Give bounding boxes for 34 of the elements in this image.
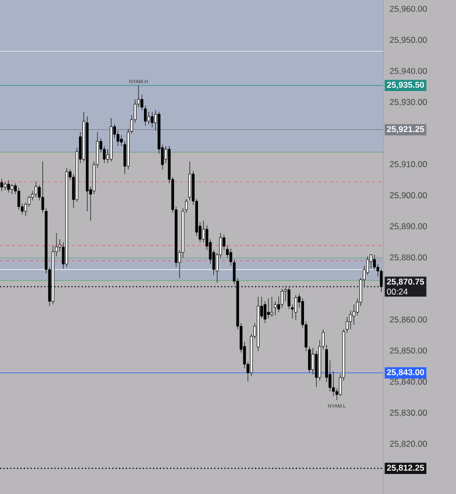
candlestick	[267, 298, 270, 319]
y-tick-label: 25,890.00	[390, 223, 427, 230]
candlestick	[294, 294, 298, 320]
y-tick-label: 25,860.00	[390, 316, 427, 324]
candlestick	[147, 112, 150, 125]
candlestick	[10, 184, 14, 194]
candlestick	[380, 268, 383, 292]
candlestick	[7, 180, 10, 193]
y-tick-label: 25,880.00	[390, 254, 427, 262]
y-tick-label: 25,840.00	[390, 378, 427, 386]
text: 00:24	[387, 288, 408, 295]
candlestick	[270, 296, 274, 318]
y-tick-label: 25,950.00	[390, 36, 427, 44]
y-tick-label: 25,910.00	[390, 161, 427, 168]
y-tick-label: 25,930.00	[390, 99, 427, 106]
y-tick-label: 25,830.00	[390, 410, 427, 417]
ref-line-label: 25,870.75	[387, 278, 424, 286]
candlestick	[280, 288, 284, 308]
y-tick-label: 25,900.00	[390, 192, 427, 200]
y-tick-label: 25,940.00	[390, 68, 427, 75]
candlestick	[150, 112, 154, 128]
candlestick	[0, 178, 4, 192]
y-tick-label: 25,850.00	[390, 348, 427, 355]
ref-line-label: 25,935.50	[387, 82, 424, 90]
ref-line-label: 25,921.25	[387, 126, 424, 134]
candlestick	[188, 161, 192, 201]
ref-line-label: 25,812.25	[387, 464, 424, 472]
y-tick-label: 25,960.00	[390, 6, 427, 13]
candlestick	[274, 301, 277, 316]
ref-line-label: 25,843.00	[387, 369, 424, 376]
y-tick-label: 25,820.00	[390, 440, 427, 448]
candlestick	[34, 182, 38, 198]
candlestick	[202, 220, 205, 243]
candlestick	[312, 348, 314, 375]
